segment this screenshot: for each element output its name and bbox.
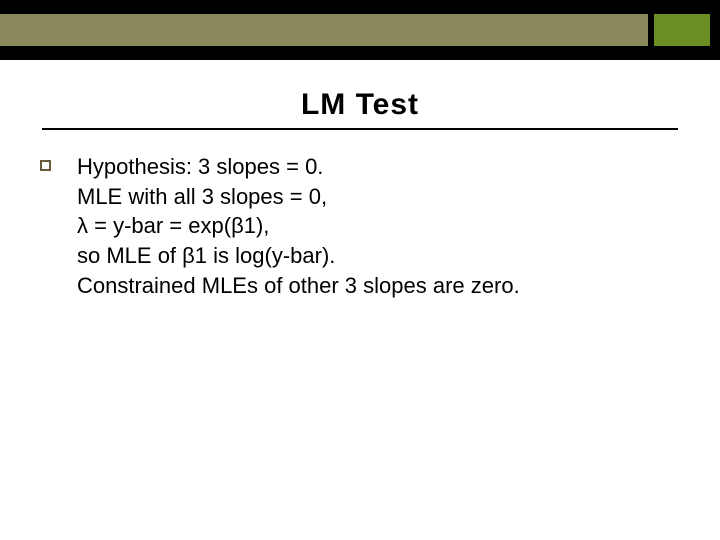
band-olive — [0, 10, 720, 50]
slide-title: LM Test — [24, 88, 696, 128]
body-line: MLE with all 3 slopes = 0, — [77, 182, 520, 212]
body-text: Hypothesis: 3 slopes = 0. MLE with all 3… — [77, 152, 520, 300]
band-olive-left — [0, 14, 648, 46]
body-line: Hypothesis: 3 slopes = 0. — [77, 152, 520, 182]
header-band — [0, 0, 720, 60]
band-olive-right — [654, 14, 710, 46]
body-line: so MLE of β1 is log(y-bar). — [77, 241, 520, 271]
body-line: λ = y-bar = exp(β1), — [77, 211, 520, 241]
band-black-bottom — [0, 50, 720, 60]
square-bullet-icon — [40, 160, 51, 171]
content-region: Hypothesis: 3 slopes = 0. MLE with all 3… — [0, 130, 720, 300]
body-line: Constrained MLEs of other 3 slopes are z… — [77, 271, 520, 301]
title-region: LM Test — [0, 88, 720, 130]
bullet-item: Hypothesis: 3 slopes = 0. MLE with all 3… — [40, 152, 680, 300]
band-black-top — [0, 0, 720, 10]
